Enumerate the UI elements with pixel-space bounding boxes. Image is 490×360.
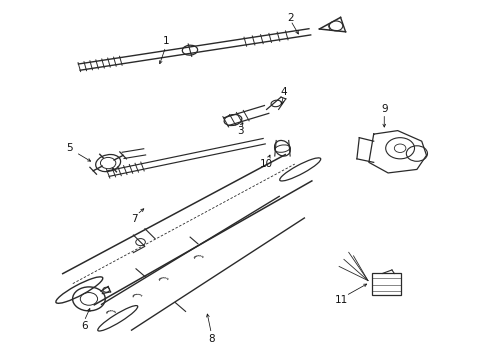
- Text: 3: 3: [237, 126, 244, 136]
- Text: 4: 4: [280, 87, 287, 97]
- Text: 5: 5: [67, 143, 73, 153]
- Text: 6: 6: [81, 321, 87, 332]
- Text: 11: 11: [334, 295, 348, 305]
- Text: 7: 7: [131, 214, 138, 224]
- Text: 1: 1: [163, 36, 169, 46]
- Text: 8: 8: [208, 334, 215, 344]
- Text: 10: 10: [260, 159, 273, 169]
- Text: 9: 9: [381, 104, 388, 114]
- Text: 2: 2: [287, 13, 294, 23]
